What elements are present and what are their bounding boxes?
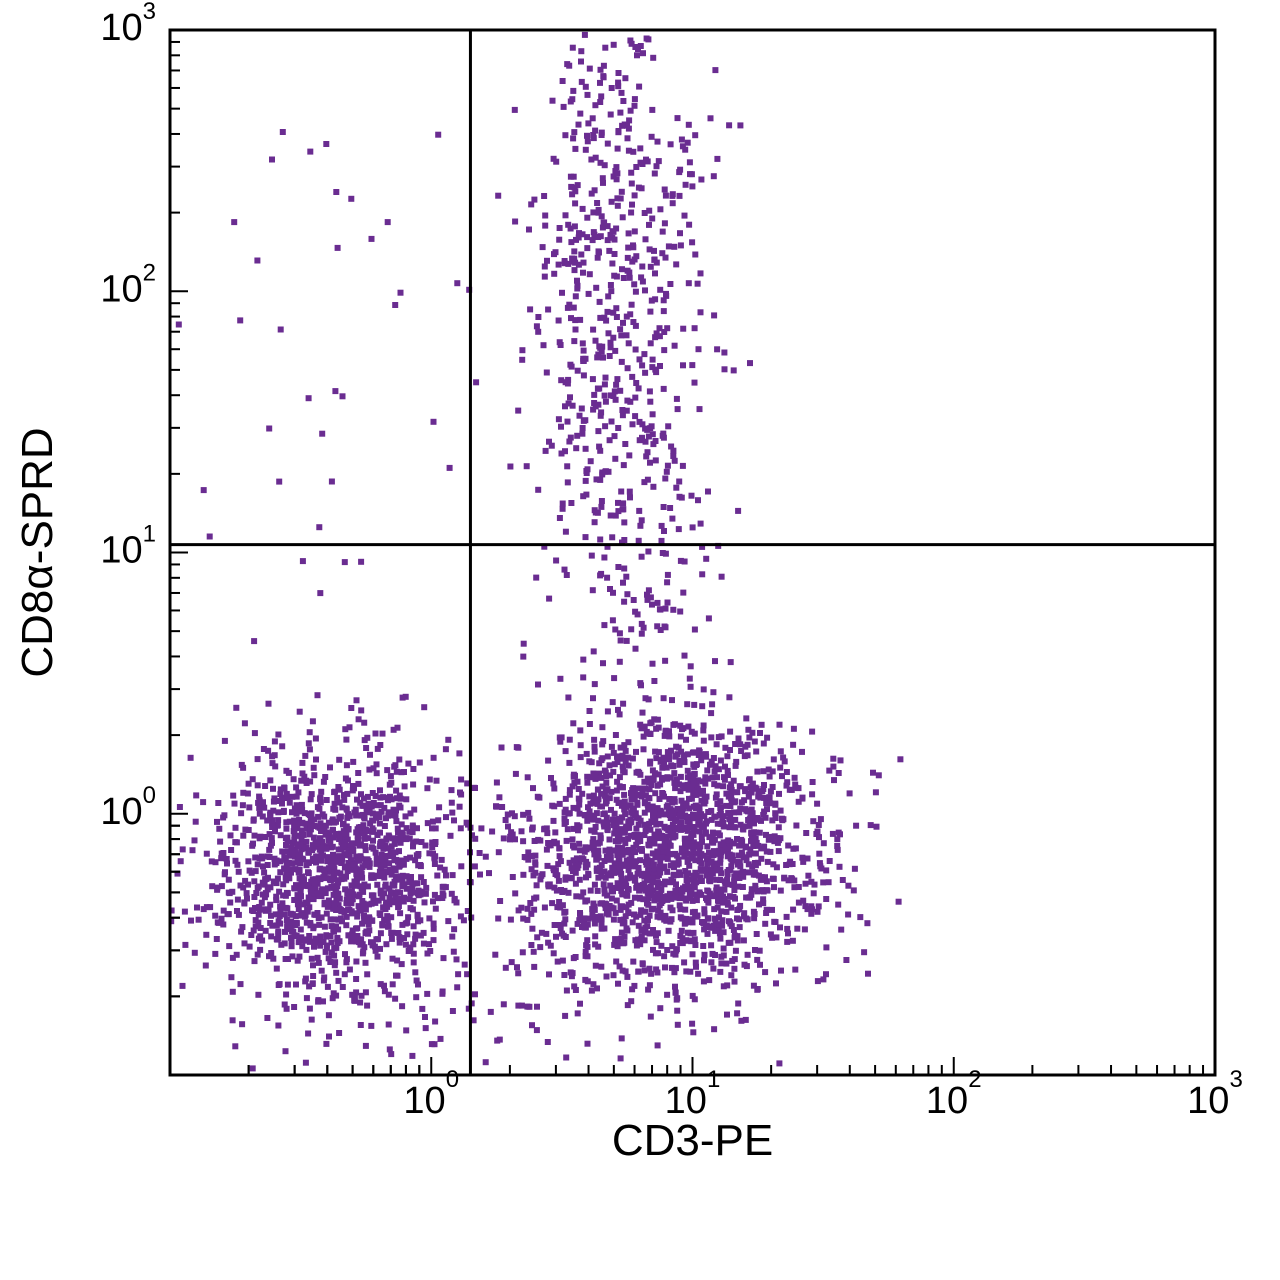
flow-cytometry-scatter: 100101102103100101102103CD3-PECD8α-SPRD xyxy=(0,0,1280,1280)
y-axis-label: CD8α-SPRD xyxy=(13,427,62,677)
x-axis-label: CD3-PE xyxy=(612,1116,773,1165)
